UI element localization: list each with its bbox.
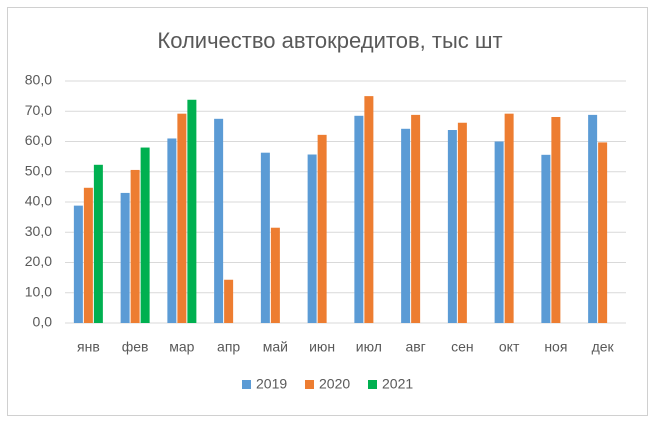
x-tick-label: фев <box>122 339 149 355</box>
y-tick-label: 20,0 <box>25 253 52 269</box>
legend-swatch <box>368 380 377 389</box>
bar <box>411 114 421 323</box>
bar <box>83 187 93 323</box>
y-tick-label: 70,0 <box>25 102 52 118</box>
bar <box>551 116 561 323</box>
bar <box>260 152 270 323</box>
bar <box>364 96 374 323</box>
bar <box>120 192 130 323</box>
bar <box>167 138 177 323</box>
bar <box>140 147 150 323</box>
x-tick-label: апр <box>217 339 240 355</box>
y-tick-label: 30,0 <box>25 223 52 239</box>
bar <box>307 154 317 323</box>
x-tick-label: окт <box>499 339 520 355</box>
y-tick-label: 40,0 <box>25 193 52 209</box>
bar <box>130 169 140 323</box>
y-tick-label: 60,0 <box>25 132 52 148</box>
bar <box>494 141 504 323</box>
x-tick-label: дек <box>592 339 615 355</box>
legend-label: 2021 <box>382 376 413 392</box>
bar <box>317 134 327 323</box>
bar <box>214 118 224 323</box>
legend-label: 2019 <box>256 376 287 392</box>
x-tick-label: сен <box>451 339 474 355</box>
bar <box>224 279 234 323</box>
bar <box>187 99 197 323</box>
chart-title: Количество автокредитов, тыс шт <box>157 28 502 53</box>
bar <box>177 113 187 323</box>
y-tick-label: 10,0 <box>25 283 52 299</box>
x-tick-label: авг <box>405 339 425 355</box>
y-tick-label: 50,0 <box>25 162 52 178</box>
y-tick-label: 80,0 <box>25 72 52 88</box>
legend-label: 2020 <box>319 376 350 392</box>
y-tick-label: 0,0 <box>33 314 53 330</box>
bar <box>447 130 457 323</box>
bar <box>504 113 514 323</box>
x-tick-label: июл <box>356 339 382 355</box>
bar <box>93 164 103 323</box>
bar <box>73 205 83 323</box>
x-tick-label: ноя <box>544 339 567 355</box>
x-tick-label: мар <box>169 339 194 355</box>
x-tick-label: май <box>263 339 288 355</box>
x-tick-label: янв <box>77 339 100 355</box>
bar <box>588 114 598 323</box>
chart-border <box>7 7 648 416</box>
bar <box>541 154 551 323</box>
bar <box>457 122 467 324</box>
bar <box>401 128 411 323</box>
bar <box>598 142 608 323</box>
bar <box>270 227 280 323</box>
legend-swatch <box>242 380 251 389</box>
legend-swatch <box>305 380 314 389</box>
bar <box>354 115 364 323</box>
x-tick-label: июн <box>309 339 335 355</box>
